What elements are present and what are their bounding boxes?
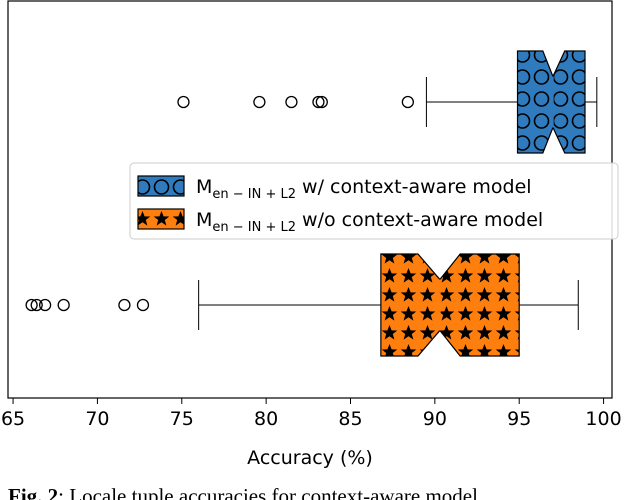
outlier <box>118 298 131 312</box>
x-tick-label: 95 <box>507 408 531 430</box>
legend-label-base: M <box>196 209 212 231</box>
outlier <box>285 95 298 109</box>
x-tick-label: 90 <box>423 408 447 430</box>
box-hatch <box>380 253 520 357</box>
legend-label: Men − IN + L2 w/o context-aware model <box>196 209 543 235</box>
outlier <box>30 298 43 312</box>
outlier <box>38 298 52 312</box>
caption-label: Fig. 2 <box>8 484 58 500</box>
outlier <box>177 95 190 109</box>
x-tick-label: 70 <box>85 408 109 430</box>
x-tick-label: 80 <box>254 408 278 430</box>
outlier <box>253 95 266 109</box>
legend-label-base: M <box>196 176 212 198</box>
x-axis-label: Accuracy (%) <box>247 447 373 469</box>
outlier <box>315 95 328 109</box>
outlier <box>136 298 150 312</box>
x-tick-label: 65 <box>1 408 25 430</box>
x-tick-label: 85 <box>338 408 362 430</box>
box-hatch <box>516 50 586 154</box>
legend-label-sub: en − IN + L2 <box>212 220 296 235</box>
legend-swatch-hatch <box>137 208 185 230</box>
legend-frame <box>129 162 619 240</box>
legend-label: Men − IN + L2 w/ context-aware model <box>196 176 532 202</box>
caption: Fig. 2: Locale tuple accuracies for cont… <box>8 484 478 500</box>
outlier <box>401 95 415 109</box>
x-tick-label: 75 <box>170 408 194 430</box>
legend-label-text: w/ context-aware model <box>302 176 532 198</box>
outlier <box>57 298 70 312</box>
legend-label-text: w/o context-aware model <box>302 209 543 231</box>
caption-text: : Locale tuple accuracies for context-aw… <box>58 484 478 500</box>
outlier <box>25 298 38 312</box>
x-tick-label: 100 <box>585 408 621 430</box>
outlier <box>312 95 325 109</box>
legend-swatch-hatch <box>137 175 185 197</box>
legend-label-sub: en − IN + L2 <box>212 187 296 202</box>
